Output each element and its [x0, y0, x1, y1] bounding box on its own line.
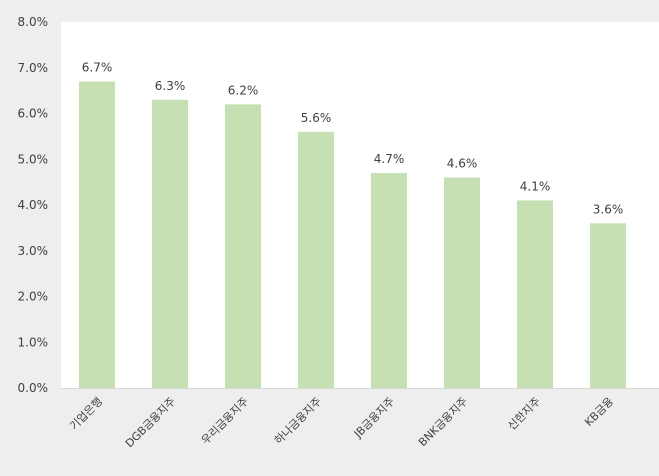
x-tick-label: 신한지주 — [505, 395, 543, 433]
y-tick-label: 1.0% — [18, 335, 49, 349]
y-tick-label: 2.0% — [18, 290, 49, 304]
bar — [590, 223, 626, 388]
y-tick-label: 4.0% — [18, 198, 49, 212]
x-tick-label: BNK금융지주 — [416, 395, 470, 449]
data-label: 6.3% — [155, 79, 186, 93]
bar — [152, 99, 188, 389]
x-tick-label: JB금융지주 — [351, 395, 397, 441]
data-labels-group: 6.7% 6.3% 6.2% 5.6% 4.7% 4.6% 4.1% 3.6% — [82, 60, 624, 216]
data-label: 4.1% — [520, 179, 551, 193]
data-label: 6.7% — [82, 60, 113, 74]
y-tick-label: 8.0% — [18, 15, 49, 29]
data-label: 5.6% — [301, 111, 332, 125]
bar — [517, 200, 553, 388]
bar — [371, 172, 407, 388]
y-axis: 0.0% 1.0% 2.0% 3.0% 4.0% 5.0% 6.0% 7.0% 8.0% — [18, 15, 49, 395]
data-label: 4.7% — [374, 152, 405, 166]
y-tick-label: 0.0% — [18, 381, 49, 395]
bars-group — [79, 81, 626, 389]
y-tick-label: 5.0% — [18, 152, 49, 166]
data-label: 3.6% — [593, 202, 624, 216]
data-label: 4.6% — [447, 157, 478, 171]
x-tick-label: 우리금융지주 — [199, 395, 251, 447]
x-tick-label: 하나금융지주 — [271, 394, 324, 447]
bar — [79, 81, 115, 388]
y-tick-label: 6.0% — [18, 107, 49, 121]
plot-area — [61, 22, 659, 388]
bar — [298, 131, 334, 389]
y-tick-label: 3.0% — [18, 244, 49, 258]
x-tick-label: DGB금융지주 — [123, 395, 178, 450]
x-tick-label: 기업은행 — [67, 395, 105, 433]
y-tick-label: 7.0% — [18, 61, 49, 75]
x-axis: 기업은행 DGB금융지주 우리금융지주 하나금융지주 JB금융지주 BNK금융지주 신한지주… — [67, 394, 616, 450]
data-label: 6.2% — [228, 83, 259, 97]
x-tick-label: KB금융 — [582, 395, 616, 429]
bar — [444, 177, 480, 388]
bar — [225, 104, 261, 388]
